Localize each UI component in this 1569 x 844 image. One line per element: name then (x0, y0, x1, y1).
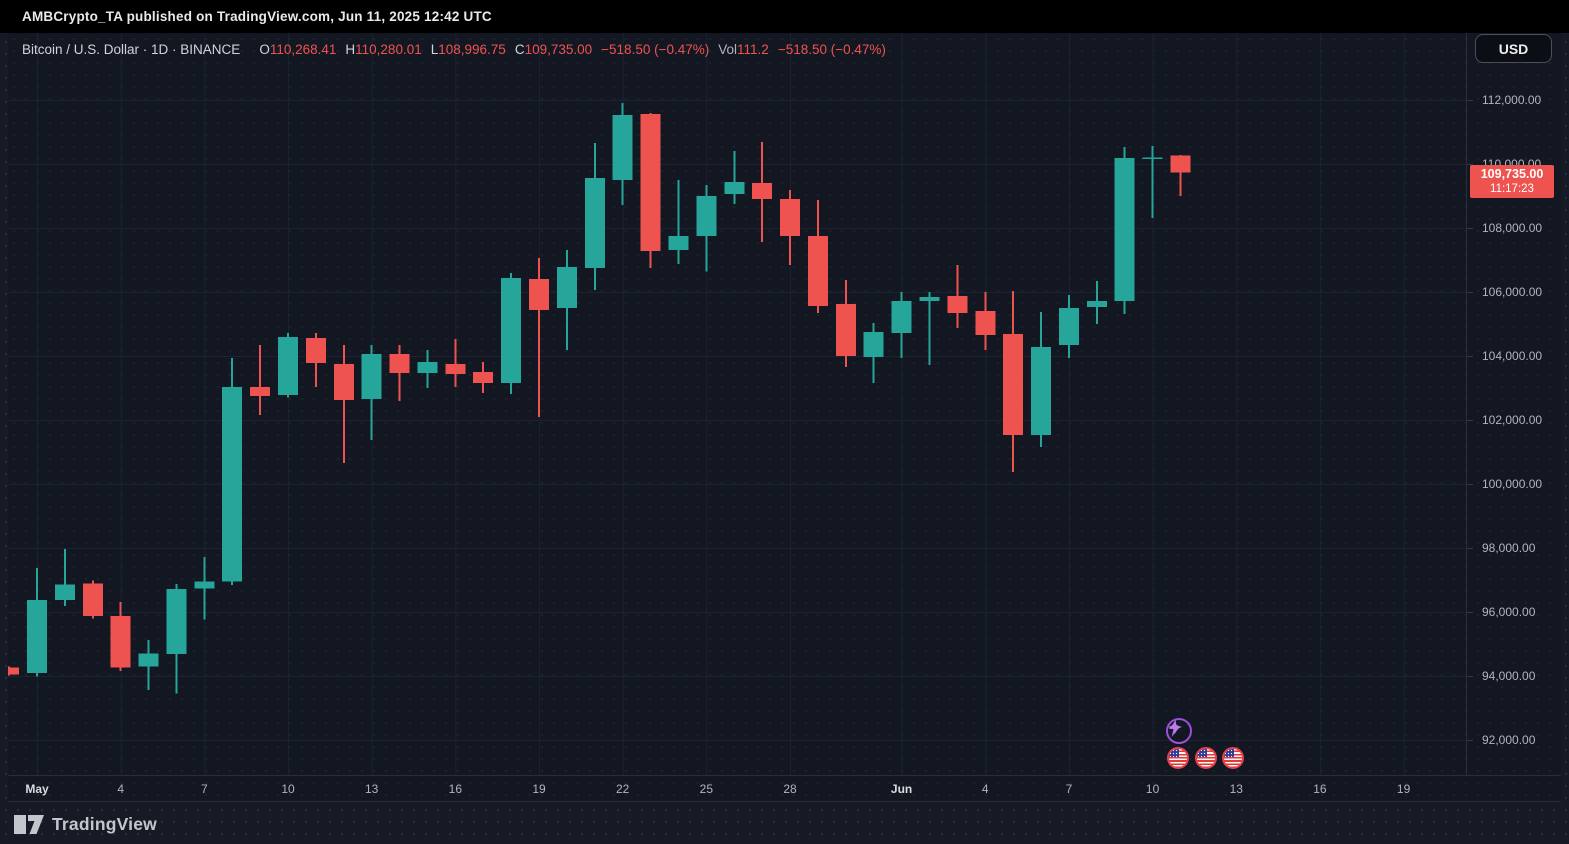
candlestick-plot[interactable] (8, 33, 1466, 775)
price-axis-label: 100,000.00 (1482, 477, 1543, 491)
price-axis[interactable]: 112,000.00 110,000.00 108,000.00 106,000.00… (1466, 33, 1561, 775)
time-axis-label: 4 (981, 782, 989, 796)
high-label: H (345, 41, 356, 57)
candlestick-svg[interactable] (8, 33, 1466, 775)
us-flag-canton (1197, 749, 1207, 757)
close-value: 109,735.00 (524, 41, 593, 57)
volume-change-value: −518.50 (−0.47%) (777, 41, 886, 57)
open-value: 110,268.41 (269, 41, 337, 57)
attribution-bar: AMBCrypto_TA published on TradingView.co… (0, 0, 1569, 33)
change-value: −518.50 (−0.47%) (601, 41, 710, 57)
time-axis-label: 13 (1229, 782, 1243, 796)
time-axis-label: 16 (448, 782, 463, 796)
us-flag-icon[interactable] (1195, 747, 1217, 769)
bar-countdown: 11:17:23 (1490, 183, 1534, 196)
time-axis-label: Jun (890, 782, 913, 796)
last-price-value: 109,735.00 (1480, 166, 1544, 181)
time-axis-label: 16 (1313, 782, 1327, 796)
us-flag-canton (1169, 749, 1179, 757)
price-axis-tick (1467, 548, 1473, 549)
time-axis-label: May (25, 782, 49, 796)
volume-value: 111.2 (737, 41, 769, 57)
time-axis-label: 7 (200, 782, 208, 796)
time-axis-label: 28 (783, 782, 797, 796)
currency-toggle-button[interactable]: USD (1475, 34, 1552, 63)
tradingview-logo-text: TradingView (52, 813, 157, 834)
price-axis-label: 108,000.00 (1482, 221, 1543, 235)
us-flag-canton (1224, 749, 1234, 757)
price-axis-label: 102,000.00 (1482, 413, 1543, 427)
price-axis-label: 112,000.00 (1482, 93, 1542, 107)
attribution-text: AMBCrypto_TA published on TradingView.co… (22, 9, 492, 24)
symbol-ohlc-header: Bitcoin / U.S. Dollar · 1D · BINANCE O 11… (22, 39, 886, 59)
open-label: O (259, 41, 270, 57)
price-axis-label: 92,000.00 (1482, 733, 1536, 747)
time-axis[interactable]: May 4 7 10 13 16 19 22 25 28 Jun 4 7 10 13 16 19 (8, 775, 1561, 802)
time-axis-label: 25 (699, 782, 714, 796)
symbol-title: Bitcoin / U.S. Dollar · 1D · BINANCE (22, 41, 241, 57)
price-axis-tick (1467, 164, 1473, 165)
low-label: L (430, 41, 439, 57)
price-axis-label: 104,000.00 (1482, 349, 1543, 363)
tradingview-logo-icon (14, 814, 44, 834)
chart-panel: 112,000.00 110,000.00 108,000.00 106,000.00… (8, 33, 1561, 802)
volume-label: Vol (718, 41, 738, 57)
currency-toggle-label: USD (1498, 40, 1529, 57)
price-axis-tick (1467, 420, 1473, 421)
price-axis-tick (1467, 484, 1473, 485)
us-flag-icon[interactable] (1167, 747, 1189, 769)
last-price-label: 109,735.00 11:17:23 (1470, 165, 1554, 198)
price-axis-label: 106,000.00 (1482, 285, 1543, 299)
time-axis-label: 4 (117, 782, 124, 796)
price-axis-label: 94,000.00 (1482, 669, 1536, 683)
time-axis-label: 22 (616, 782, 630, 796)
price-axis-tick (1467, 676, 1473, 677)
time-axis-label: 10 (281, 782, 295, 796)
price-axis-tick (1467, 228, 1473, 229)
tradingview-logo[interactable]: TradingView (14, 811, 157, 837)
time-axis-label: 13 (364, 782, 379, 796)
low-value: 108,996.75 (438, 41, 506, 57)
price-axis-label: 98,000.00 (1482, 541, 1536, 555)
price-axis-tick (1467, 356, 1473, 357)
price-axis-tick (1467, 100, 1473, 101)
us-flag-icon[interactable] (1222, 747, 1244, 769)
sparkle-icon (1168, 720, 1182, 734)
high-value: 110,280.01 (355, 41, 422, 57)
time-axis-label: 19 (1396, 782, 1411, 796)
lightning-event-icon[interactable] (1166, 718, 1192, 744)
price-axis-tick (1467, 612, 1473, 613)
price-axis-label: 96,000.00 (1482, 605, 1536, 619)
time-axis-label: 10 (1145, 782, 1160, 796)
price-axis-tick (1467, 292, 1473, 293)
close-label: C (514, 41, 525, 57)
price-axis-tick (1467, 740, 1473, 741)
time-axis-label: 7 (1065, 782, 1073, 796)
time-axis-label: 19 (532, 782, 546, 796)
